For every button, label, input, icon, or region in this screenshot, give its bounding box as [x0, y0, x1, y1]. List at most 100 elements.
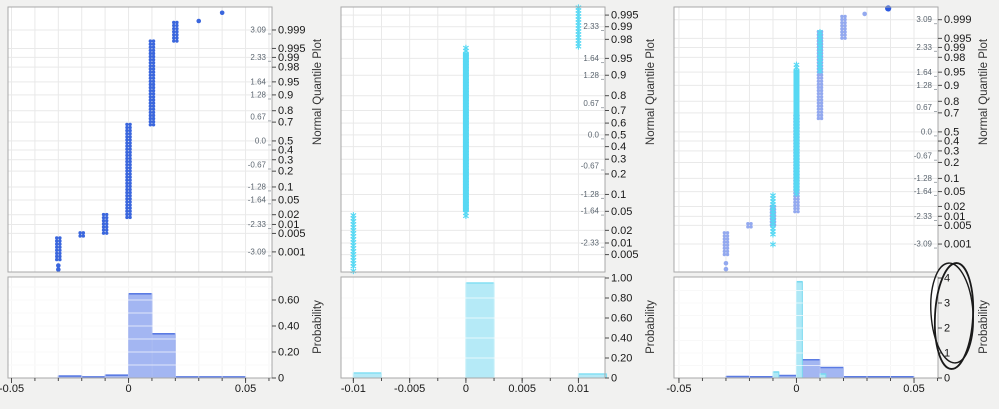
- data-point[interactable]: [843, 27, 847, 31]
- data-point[interactable]: [793, 203, 797, 208]
- data-point[interactable]: [125, 197, 129, 201]
- data-point[interactable]: [55, 239, 59, 243]
- data-point[interactable]: [105, 212, 109, 217]
- data-point[interactable]: [128, 184, 132, 189]
- data-point[interactable]: [172, 30, 176, 34]
- data-point[interactable]: [819, 110, 824, 114]
- data-point[interactable]: [793, 209, 797, 214]
- data-point[interactable]: [796, 197, 800, 201]
- data-point[interactable]: [151, 61, 156, 65]
- data-point[interactable]: [840, 24, 844, 28]
- data-point[interactable]: [151, 67, 156, 71]
- data-point[interactable]: [749, 222, 753, 226]
- data-point[interactable]: [172, 23, 176, 28]
- data-point[interactable]: [128, 166, 132, 170]
- data-point[interactable]: [55, 236, 59, 240]
- data-point[interactable]: [101, 219, 106, 223]
- data-point[interactable]: [58, 239, 62, 243]
- data-point[interactable]: [128, 141, 132, 145]
- data-point[interactable]: [840, 33, 844, 37]
- quantile-series-cyan-stars[interactable]: [769, 28, 824, 248]
- data-point[interactable]: [722, 252, 727, 257]
- data-point[interactable]: [58, 248, 62, 252]
- data-point[interactable]: [55, 254, 59, 259]
- data-point[interactable]: [722, 246, 727, 250]
- data-point[interactable]: [151, 92, 156, 96]
- data-point[interactable]: [105, 228, 109, 232]
- data-point[interactable]: [148, 110, 153, 115]
- data-point[interactable]: [793, 200, 797, 205]
- data-point[interactable]: [151, 58, 156, 62]
- data-point[interactable]: [862, 11, 867, 17]
- data-point[interactable]: [148, 98, 153, 102]
- data-point[interactable]: [819, 73, 824, 77]
- data-point[interactable]: [148, 82, 153, 87]
- quantile-plot-area[interactable]: [8, 7, 272, 272]
- data-point[interactable]: [148, 89, 153, 93]
- data-point[interactable]: [151, 79, 156, 84]
- data-point[interactable]: [105, 222, 109, 226]
- data-point[interactable]: [151, 123, 156, 127]
- data-point[interactable]: [125, 209, 129, 213]
- data-point[interactable]: [151, 64, 156, 68]
- data-point[interactable]: [816, 79, 821, 83]
- data-point[interactable]: [125, 163, 129, 167]
- data-point[interactable]: [816, 91, 821, 96]
- data-point[interactable]: [125, 159, 129, 164]
- data-point[interactable]: [125, 184, 129, 189]
- data-point[interactable]: [101, 222, 106, 226]
- data-point[interactable]: [128, 132, 132, 136]
- data-point[interactable]: [125, 206, 129, 210]
- data-point[interactable]: [819, 101, 824, 105]
- data-point[interactable]: [151, 54, 156, 59]
- data-point[interactable]: [819, 116, 824, 121]
- data-point[interactable]: [128, 144, 132, 148]
- data-point[interactable]: [725, 246, 730, 250]
- data-point[interactable]: [725, 231, 730, 235]
- data-point[interactable]: [148, 116, 153, 121]
- data-point[interactable]: [843, 36, 847, 40]
- data-point[interactable]: [843, 14, 847, 19]
- data-point[interactable]: [128, 178, 132, 182]
- data-point[interactable]: [125, 135, 129, 139]
- data-point[interactable]: [819, 91, 824, 96]
- data-point[interactable]: [148, 45, 153, 50]
- data-point[interactable]: [81, 234, 86, 238]
- histogram-bar[interactable]: [795, 281, 803, 379]
- data-point[interactable]: [151, 101, 156, 105]
- data-point[interactable]: [128, 159, 132, 164]
- data-point[interactable]: [125, 144, 129, 148]
- data-point[interactable]: [725, 240, 730, 244]
- data-point[interactable]: [723, 266, 729, 272]
- data-point[interactable]: [55, 251, 59, 256]
- data-point[interactable]: [128, 197, 132, 201]
- data-point[interactable]: [148, 79, 153, 84]
- data-point[interactable]: [219, 10, 225, 16]
- data-point[interactable]: [175, 33, 179, 37]
- data-point[interactable]: [125, 150, 129, 155]
- data-point[interactable]: [151, 42, 156, 46]
- data-point[interactable]: [55, 257, 59, 262]
- data-point[interactable]: [148, 54, 153, 59]
- data-point[interactable]: [840, 20, 844, 25]
- star-marker[interactable]: [769, 231, 776, 238]
- data-point[interactable]: [125, 169, 129, 173]
- data-point[interactable]: [55, 242, 59, 246]
- data-point[interactable]: [101, 212, 106, 217]
- data-point[interactable]: [175, 39, 179, 43]
- data-point[interactable]: [148, 92, 153, 96]
- data-point[interactable]: [128, 187, 132, 192]
- data-point[interactable]: [746, 225, 750, 229]
- data-point[interactable]: [722, 231, 727, 235]
- data-point[interactable]: [56, 267, 61, 272]
- data-point[interactable]: [819, 95, 824, 99]
- data-point[interactable]: [128, 181, 132, 186]
- data-point[interactable]: [128, 153, 132, 158]
- data-point[interactable]: [816, 85, 821, 90]
- data-point[interactable]: [148, 123, 153, 127]
- data-point[interactable]: [151, 113, 156, 118]
- data-point[interactable]: [151, 98, 156, 102]
- data-point[interactable]: [151, 70, 156, 74]
